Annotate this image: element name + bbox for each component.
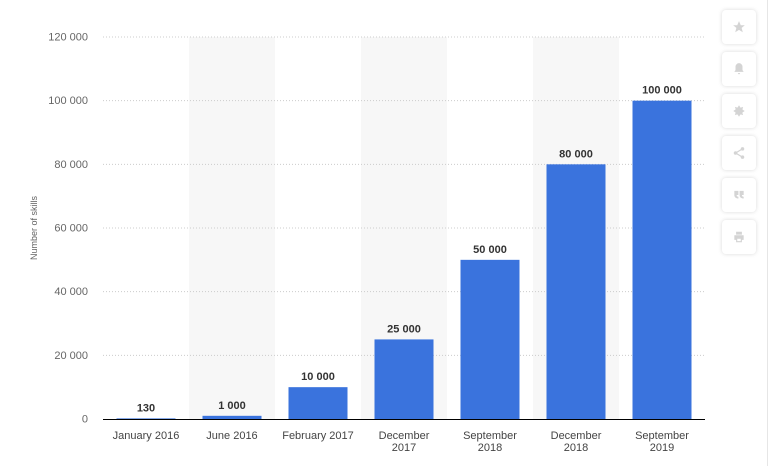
bar <box>546 164 606 419</box>
value-label: 1 000 <box>218 400 246 412</box>
value-label: 50 000 <box>473 244 507 256</box>
bar <box>288 387 348 419</box>
y-tick-label: 100 000 <box>48 95 88 107</box>
y-tick-label: 120 000 <box>48 32 88 44</box>
y-tick-labels: 0 20 000 40 000 60 000 80 000 100 000 120 000 <box>48 32 88 426</box>
gear-icon <box>733 105 745 117</box>
share-button[interactable] <box>722 136 756 170</box>
x-tick-label: February 2017 <box>282 430 354 442</box>
settings-button[interactable] <box>722 94 756 128</box>
bar <box>202 415 262 419</box>
y-tick-label: 80 000 <box>54 159 88 171</box>
x-tick-label: September 2019 <box>635 430 689 454</box>
bell-icon <box>734 63 744 75</box>
bar <box>116 418 176 419</box>
quote-icon <box>734 190 744 199</box>
x-tick-label: January 2016 <box>113 430 180 442</box>
x-tick-label: June 2016 <box>206 430 257 442</box>
bars <box>116 100 692 420</box>
favorite-button[interactable] <box>722 10 756 44</box>
x-tick-label: December 2017 <box>379 430 430 454</box>
share-icon <box>733 147 745 159</box>
y-tick-label: 20 000 <box>54 350 88 362</box>
value-label: 100 000 <box>642 85 682 97</box>
print-icon <box>734 231 744 243</box>
x-tick-label: December 2018 <box>551 430 602 454</box>
value-label: 130 <box>137 402 155 414</box>
cite-button[interactable] <box>722 178 756 212</box>
value-labels: 130 1 000 10 000 25 000 50 000 80 000 100 000 <box>137 85 682 415</box>
y-tick-label: 40 000 <box>54 286 88 298</box>
x-tick-labels: January 2016 June 2016 February 2017 Decemb… <box>113 430 690 454</box>
value-label: 10 000 <box>301 371 335 383</box>
value-label: 25 000 <box>387 323 421 335</box>
bar <box>460 259 520 419</box>
y-tick-label: 60 000 <box>54 223 88 235</box>
print-button[interactable] <box>722 220 756 254</box>
chart-toolbar <box>722 10 758 262</box>
star-icon <box>733 21 745 33</box>
bar <box>632 100 692 420</box>
notification-button[interactable] <box>722 52 756 86</box>
x-tick-label: September 2018 <box>463 430 517 454</box>
y-tick-label: 0 <box>82 414 88 426</box>
y-axis-label: Number of skills <box>29 195 39 260</box>
bar <box>374 339 434 419</box>
panel-divider <box>767 0 768 466</box>
value-label: 80 000 <box>559 148 593 160</box>
